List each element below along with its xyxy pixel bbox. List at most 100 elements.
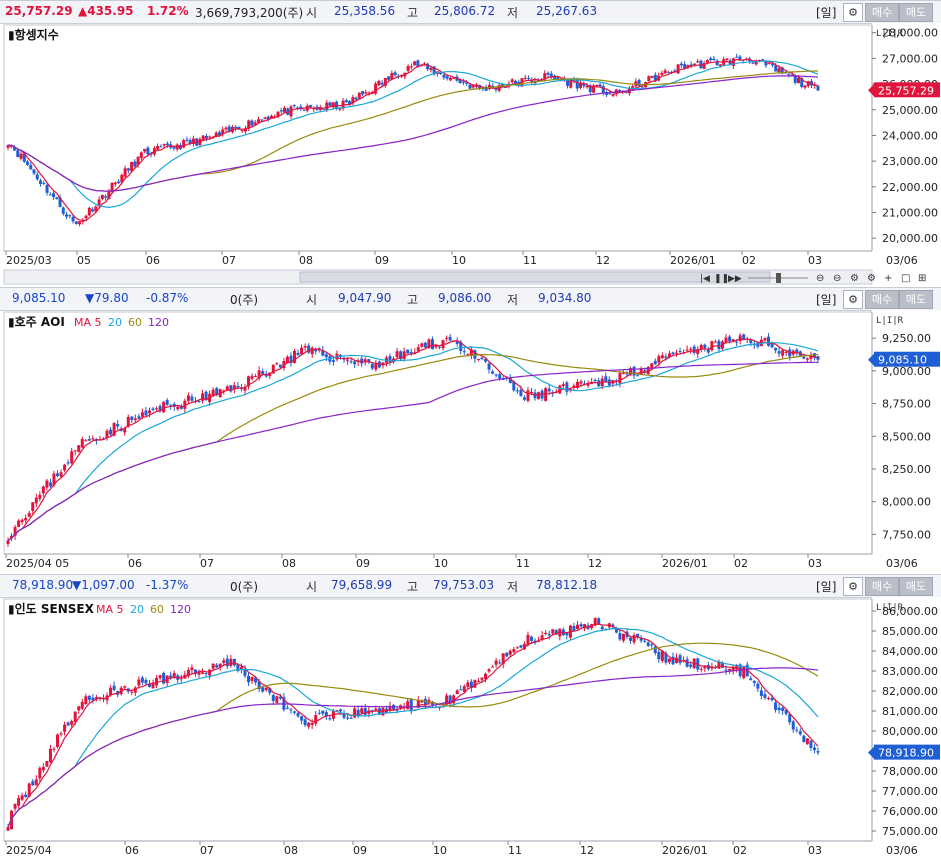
x-end-label: 03/06 (886, 844, 918, 857)
candle-body (631, 86, 635, 90)
candle-body (624, 91, 628, 93)
zoom-slider-handle (776, 273, 781, 283)
candle-body (243, 128, 247, 132)
candle-body (392, 358, 396, 362)
sell-button[interactable]: 매도 (899, 3, 933, 22)
sell-button[interactable]: 매도 (899, 290, 933, 309)
candle-body (78, 221, 82, 225)
candle-body (720, 662, 724, 668)
last-price: 78,918.90 (12, 578, 74, 592)
candle-body (796, 77, 800, 84)
candle-body (324, 354, 328, 358)
candle-body (469, 681, 473, 688)
candle-body (45, 761, 49, 767)
candle-body (686, 65, 690, 69)
candle-body (314, 715, 318, 724)
period-button[interactable]: [일] (816, 293, 837, 307)
chart-aoi[interactable]: ▮호주 AOI MA 5 20 60 120 L|I|R 9,250.00 9,000.00 8… (0, 310, 941, 575)
candle-body (70, 451, 74, 464)
panel-aoi: 9,085.10 ▼79.80 -0.87% 0(주) 시 9,047.90 고… (0, 287, 941, 575)
candle-body (735, 56, 739, 58)
candle-body (351, 97, 355, 104)
candle-body (800, 77, 804, 87)
candle-body (133, 687, 137, 693)
candle-body (162, 144, 166, 146)
candle-body (705, 59, 709, 63)
candle-body (683, 64, 687, 70)
candle-body (445, 76, 449, 79)
candle-body (706, 349, 710, 353)
candle-body (671, 656, 675, 665)
candle-body (260, 119, 264, 121)
candle-body (395, 351, 399, 357)
candle-body (58, 197, 62, 207)
candle-body (650, 76, 654, 78)
open-label: 시 (306, 293, 318, 307)
candle-body (52, 193, 56, 197)
candle-body (285, 356, 289, 363)
x-tick-label: 03 (808, 844, 822, 857)
candle-body (419, 65, 423, 67)
settings-gear-icon[interactable]: ⚙ (843, 3, 863, 22)
candle-body (717, 661, 721, 669)
y-tick-label: 85,000.00 (882, 625, 938, 638)
candle-body (45, 480, 49, 488)
candle-body (388, 356, 392, 362)
candle-body (646, 366, 650, 374)
candle-body (579, 624, 583, 627)
period-button[interactable]: [일] (816, 6, 837, 20)
candle-body (380, 82, 384, 85)
candle-body (650, 363, 654, 368)
candle-body (77, 445, 81, 452)
candle-body (802, 735, 806, 742)
candle-body (353, 361, 357, 365)
candle-body (289, 709, 293, 711)
candle-body (84, 440, 88, 442)
settings-gear-icon[interactable]: ⚙ (843, 577, 863, 596)
candle-body (176, 406, 180, 410)
candle-body (214, 132, 218, 138)
x-tick-label: 02 (734, 557, 748, 570)
candle-body (452, 695, 456, 704)
settings-gear-icon[interactable]: ⚙ (843, 290, 863, 309)
sell-button[interactable]: 매도 (899, 577, 933, 596)
candle-body (388, 705, 392, 712)
candle-body (130, 691, 134, 693)
chart-sensex[interactable]: ▮인도 SENSEX MA 5 20 60 120 L|I|R86,000.00 85,00… (0, 597, 941, 862)
candle-body (777, 707, 781, 711)
candle-body (675, 352, 679, 354)
y-axis-area (872, 597, 941, 862)
low-label: 저 (507, 293, 519, 307)
x-tick-label: 2026/01 (670, 254, 716, 267)
candle-body (699, 668, 703, 670)
x-tick-label: 02 (742, 254, 756, 267)
buy-button[interactable]: 매수 (865, 577, 899, 596)
buy-button[interactable]: 매수 (865, 3, 899, 22)
candle-body (263, 117, 267, 119)
lir-toggle: L|I|R (876, 29, 904, 39)
x-tick-label: 10 (434, 557, 448, 570)
period-button[interactable]: [일] (816, 580, 837, 594)
candle-body (565, 632, 569, 636)
candle-body (646, 642, 650, 646)
candle-body (593, 379, 597, 381)
buy-button[interactable]: 매수 (865, 290, 899, 309)
candle-body (381, 707, 385, 716)
toolbar-icon: □ (901, 273, 910, 284)
candle-body (793, 75, 797, 83)
candle-body (685, 659, 689, 667)
candle-body (393, 72, 397, 76)
candle-body (484, 87, 488, 91)
chart-hsi[interactable]: ▮항셍지수L|I|R28,000.0027,000.0026,000.0025,… (0, 23, 941, 288)
candle-body (307, 345, 311, 353)
candle-body (20, 795, 24, 800)
candle-body (165, 399, 169, 405)
candle-body (63, 464, 67, 471)
candle-body (439, 72, 443, 75)
candle-body (809, 740, 813, 748)
candle-body (94, 697, 98, 699)
candle-body (455, 690, 459, 694)
candle-body (29, 164, 33, 170)
candle-body (285, 707, 289, 709)
ma-line-5 (7, 338, 819, 541)
